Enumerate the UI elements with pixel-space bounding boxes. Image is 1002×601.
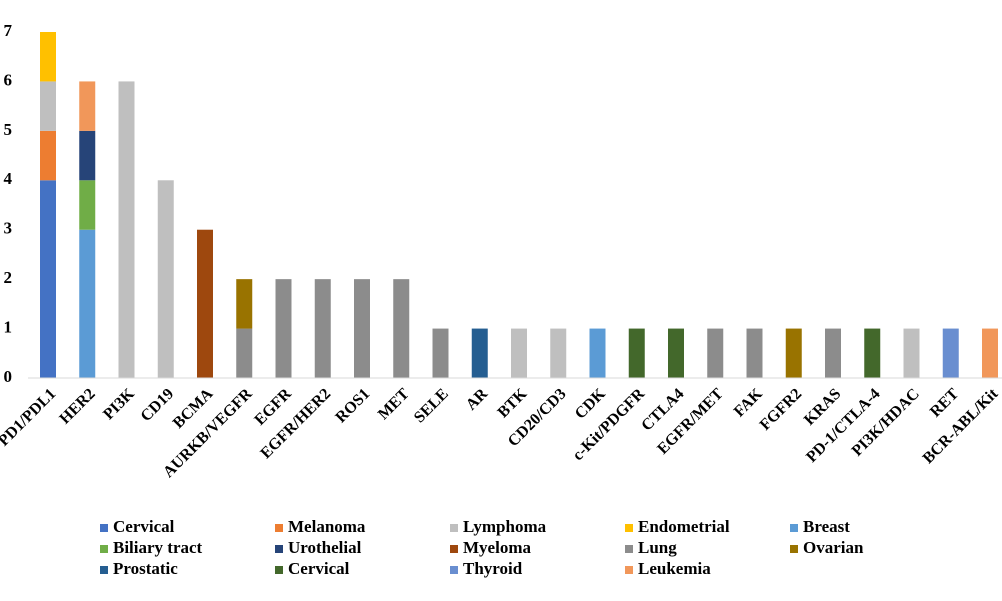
x-tick-label: FAK xyxy=(731,385,766,420)
y-tick-label: 6 xyxy=(4,70,13,89)
bar-segment xyxy=(707,328,724,378)
y-tick-label: 5 xyxy=(4,120,13,139)
x-tick-label: SELE xyxy=(411,385,452,426)
legend-label: Cervical xyxy=(113,517,175,536)
legend-swatch xyxy=(625,545,633,553)
bar-segment xyxy=(825,328,841,378)
bar-segment xyxy=(393,279,410,378)
bar-segment xyxy=(746,328,763,378)
legend-label: Leukemia xyxy=(638,559,711,578)
x-tick-label: RET xyxy=(927,385,963,421)
legend-label: Urothelial xyxy=(288,538,362,557)
legend-label: Lung xyxy=(638,538,677,557)
legend-label: Prostatic xyxy=(113,559,178,578)
legend-item: Lymphoma xyxy=(450,517,547,536)
x-tick-label: ROS1 xyxy=(332,385,373,426)
legend-swatch xyxy=(275,524,283,532)
legend-swatch xyxy=(790,545,798,553)
bar-segment xyxy=(511,328,527,378)
legend-item: Prostatic xyxy=(100,559,178,578)
legend-swatch xyxy=(450,566,458,574)
bar-segment xyxy=(785,328,802,378)
bar-segment xyxy=(982,328,998,378)
bar-segment xyxy=(79,180,96,230)
x-tick-label: FGFR2 xyxy=(757,385,805,433)
x-tick-label: c-Kit/PDGFR xyxy=(570,385,649,464)
bar-segment xyxy=(471,328,488,378)
legend-swatch xyxy=(100,545,108,553)
legend-swatch xyxy=(790,524,798,532)
legend-swatch xyxy=(450,524,458,532)
legend-label: Endometrial xyxy=(638,517,730,536)
bar-segment xyxy=(354,279,370,378)
bar-segment xyxy=(628,328,645,378)
legend-item: Lung xyxy=(625,538,677,557)
bar-segment xyxy=(40,130,56,181)
legend-item: Endometrial xyxy=(625,517,730,536)
bar-segment xyxy=(79,130,96,181)
x-tick-label: EGFR/HER2 xyxy=(257,385,334,462)
legend-swatch xyxy=(450,545,458,553)
y-tick-label: 4 xyxy=(4,169,13,188)
x-tick-label: PI3K xyxy=(100,385,138,423)
legend-label: Thyroid xyxy=(463,559,523,578)
legend-swatch xyxy=(625,524,633,532)
y-tick-label: 0 xyxy=(4,367,13,386)
legend-item: Thyroid xyxy=(450,559,523,578)
x-tick-label: HER2 xyxy=(56,385,98,427)
bar-segment xyxy=(40,32,56,82)
legend-item: Urothelial xyxy=(275,538,362,557)
legend-label: Myeloma xyxy=(463,538,531,557)
x-tick-label: MET xyxy=(375,385,413,423)
x-tick-label: BTK xyxy=(495,385,531,421)
bar-segment xyxy=(314,279,331,378)
legend-item: Biliary tract xyxy=(100,538,203,557)
legend-label: Melanoma xyxy=(288,517,366,536)
y-tick-label: 2 xyxy=(4,268,13,287)
x-tick-label: PD1/PDL1 xyxy=(0,385,59,449)
legend-swatch xyxy=(275,566,283,574)
legend-swatch xyxy=(100,524,108,532)
bar-segment xyxy=(79,81,96,131)
legend-label: Ovarian xyxy=(803,538,864,557)
legend-swatch xyxy=(275,545,283,553)
bar-segment xyxy=(668,328,684,378)
x-tick-label: AR xyxy=(463,385,492,414)
legend-label: Cervical xyxy=(288,559,350,578)
legend-item: Breast xyxy=(790,517,850,536)
y-tick-label: 1 xyxy=(4,317,13,336)
legend-swatch xyxy=(625,566,633,574)
bar-segment xyxy=(236,328,253,378)
legend-label: Lymphoma xyxy=(463,517,547,536)
bar-segment xyxy=(589,328,606,378)
bar-segment xyxy=(432,328,449,378)
bar-segment xyxy=(197,229,213,378)
bar-segment xyxy=(40,180,56,378)
y-tick-label: 7 xyxy=(4,21,13,40)
bar-segment xyxy=(864,328,881,378)
legend-label: Breast xyxy=(803,517,850,536)
legend-label: Biliary tract xyxy=(113,538,203,557)
bar-segment xyxy=(236,279,253,329)
bar-segment xyxy=(40,81,56,131)
legend-item: Myeloma xyxy=(450,538,531,557)
legend-item: Cervical xyxy=(275,559,350,578)
legend-swatch xyxy=(100,566,108,574)
legend-item: Cervical xyxy=(100,517,175,536)
legend-item: Melanoma xyxy=(275,517,366,536)
bar-segment xyxy=(118,81,135,378)
bar-segment xyxy=(157,180,174,378)
bar-segment xyxy=(942,328,959,378)
bar-segment xyxy=(550,328,567,378)
bar-segment xyxy=(79,229,96,378)
y-tick-label: 3 xyxy=(4,219,13,238)
legend-item: Leukemia xyxy=(625,559,711,578)
bar-segment xyxy=(275,279,292,378)
bar-segment xyxy=(903,328,920,378)
legend-item: Ovarian xyxy=(790,538,864,557)
